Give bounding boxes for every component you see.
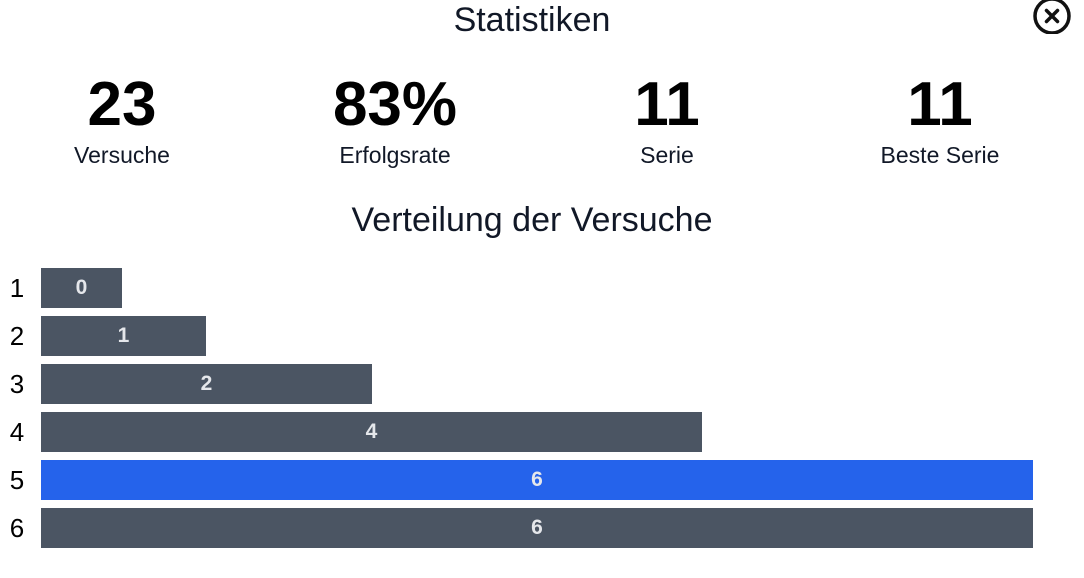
bar-5: 6	[41, 460, 1033, 500]
stat-best-streak: 11 Beste Serie	[820, 70, 1060, 170]
stat-label: Versuche	[74, 142, 170, 168]
distribution-title: Verteilung der Versuche	[351, 201, 713, 239]
stat-success-rate: 83% Erfolgsrate	[275, 70, 515, 170]
stat-attempts: 23 Versuche	[2, 70, 242, 170]
bar-2: 1	[41, 316, 206, 356]
stat-value: 23	[87, 70, 157, 139]
dialog-title: Statistiken	[453, 1, 611, 39]
stat-value: 83%	[332, 70, 458, 139]
stat-label: Beste Serie	[880, 142, 1000, 168]
bar-4: 4	[41, 412, 702, 452]
bar-1: 0	[41, 268, 122, 308]
row-label-2: 2	[9, 321, 25, 351]
stat-label: Serie	[640, 142, 694, 168]
bar-value-label: 6	[531, 516, 543, 539]
row-label-1: 1	[9, 273, 25, 303]
close-button[interactable]	[1032, 0, 1072, 35]
bar-value-label: 6	[531, 468, 543, 491]
row-label-4: 4	[9, 417, 25, 447]
bar-value-label: 0	[75, 276, 88, 299]
stat-value: 11	[907, 70, 973, 139]
bar-6: 6	[41, 508, 1033, 548]
close-circle-icon	[1033, 0, 1071, 35]
bar-3: 2	[41, 364, 372, 404]
bar-value-label: 2	[200, 372, 213, 395]
row-label-6: 6	[9, 513, 25, 543]
stat-label: Erfolgsrate	[339, 142, 451, 168]
stat-streak: 11 Serie	[547, 70, 787, 170]
stats-row: 23 Versuche 83% Erfolgsrate 11 Serie 11 …	[0, 70, 1084, 180]
row-label-3: 3	[9, 369, 25, 399]
bar-value-label: 4	[365, 420, 378, 443]
stat-value: 11	[634, 70, 700, 139]
bar-value-label: 1	[117, 324, 130, 347]
row-label-5: 5	[9, 465, 25, 495]
